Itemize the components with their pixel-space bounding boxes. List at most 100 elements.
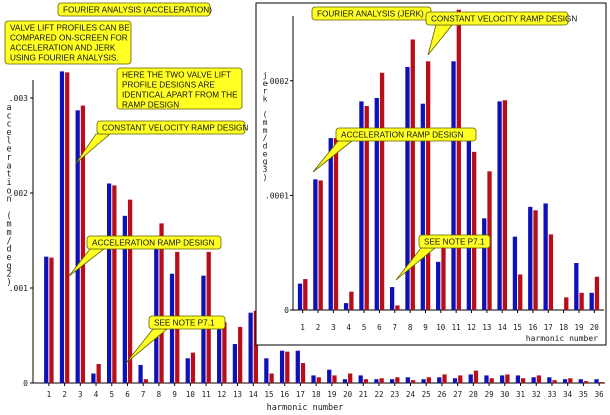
x-tick-label: 20 — [343, 390, 353, 399]
bar-cvr-h3 — [75, 110, 80, 383]
bar-cvr-h15 — [264, 358, 269, 383]
bar-acc-h7 — [143, 379, 148, 383]
inset-x-tick-label: 6 — [377, 323, 382, 332]
bar-cvr-h20 — [342, 379, 348, 383]
see-main-note-line: SEE NOTE P7.1 — [154, 319, 215, 328]
bar-acc-h28 — [473, 370, 479, 383]
inset-bar-acc-h19 — [579, 292, 584, 310]
x-tick-label: 29 — [485, 390, 494, 399]
acc-main-note-box — [86, 235, 222, 250]
inset-bar-cvr-h10 — [436, 261, 441, 310]
inset-bar-acc-h2 — [318, 180, 323, 310]
x-tick-label: 8 — [157, 390, 162, 399]
inset-bar-acc-h1 — [303, 279, 308, 310]
bar-acc-h5 — [112, 185, 117, 383]
see-main-note-box — [148, 315, 226, 330]
inset-x-tick-label: 18 — [559, 323, 569, 332]
inset-frame — [255, 2, 607, 346]
x-tick-label: 18 — [312, 390, 322, 399]
x-tick-label: 27 — [453, 390, 462, 399]
inset-bar-acc-h14 — [502, 100, 508, 310]
x-tick-label: 35 — [579, 390, 588, 399]
inset-bar-acc-h10 — [441, 237, 446, 310]
bar-acc-h6 — [127, 199, 133, 383]
inset-x-tick-label: 3 — [331, 323, 336, 332]
x-tick-label: 31 — [516, 390, 525, 399]
x-tick-label: 17 — [296, 390, 305, 399]
x-tick-label: 25 — [422, 390, 431, 399]
bar-cvr-h31 — [515, 375, 521, 383]
inset-bar-cvr-h13 — [482, 218, 487, 310]
inset-bar-acc-h5 — [364, 105, 369, 310]
acc-main-note-pointer — [68, 248, 106, 277]
x-tick-label: 26 — [437, 390, 447, 399]
bar-cvr-h6 — [122, 215, 127, 383]
inset-bar-acc-h6 — [379, 72, 385, 310]
inset-x-tick-label: 9 — [423, 323, 428, 332]
bar-acc-h24 — [410, 380, 416, 383]
x-tick-label: 15 — [264, 390, 273, 399]
x-tick-label: 7 — [141, 390, 146, 399]
bar-cvr-h29 — [484, 375, 489, 383]
bar-acc-h3 — [80, 105, 86, 383]
inset-bar-cvr-h5 — [359, 101, 364, 311]
cvr-main-note-box — [96, 120, 246, 135]
inset-bar-acc-h12 — [472, 151, 477, 310]
x-tick-label: 13 — [233, 390, 242, 399]
inset-bar-acc-h4 — [349, 291, 354, 310]
acc-inset-note-line: ACCELERATION RAMP DESIGN — [341, 131, 464, 140]
see-inset-note: SEE NOTE P7.1 — [395, 234, 491, 281]
inset-x-tick-label: 1 — [300, 323, 305, 332]
bar-acc-h30 — [505, 374, 510, 383]
identical-note-line: IDENTICAL APART FROM THE — [122, 91, 238, 100]
inset-bar-cvr-h6 — [374, 97, 379, 310]
bar-acc-h32 — [536, 375, 541, 383]
bar-acc-h22 — [379, 378, 384, 383]
x-tick-label: 30 — [500, 390, 510, 399]
inset-y-tick-label: .0001 — [265, 191, 289, 200]
inset-bar-cvr-h14 — [497, 101, 502, 311]
inset-x-tick-label: 10 — [436, 323, 446, 332]
x-tick-label: 22 — [375, 390, 384, 399]
x-tick-label: 16 — [280, 390, 290, 399]
inset-bar-acc-h11 — [456, 9, 461, 310]
bar-acc-h21 — [363, 379, 369, 383]
inset-x-tick-label: 19 — [574, 323, 583, 332]
main-title-note-box — [57, 2, 211, 17]
x-tick-label: 2 — [62, 390, 67, 399]
acc-main-note-line: ACCELERATION RAMP DESIGN — [92, 239, 215, 248]
inset-bar-cvr-h19 — [574, 263, 579, 310]
bar-acc-h35 — [583, 381, 589, 383]
inset-x-tick-label: 14 — [498, 323, 508, 332]
bar-cvr-h23 — [390, 379, 395, 383]
inset-bar-acc-h18 — [564, 297, 569, 310]
bar-cvr-h19 — [327, 369, 332, 383]
cvr-main-note-line: CONSTANT VELOCITY RAMP DESIGN — [102, 124, 248, 133]
bar-cvr-h28 — [468, 374, 473, 383]
bar-acc-h13 — [238, 326, 243, 383]
y-tick-label: .002 — [9, 189, 28, 198]
bar-cvr-h8 — [154, 242, 159, 383]
bar-cvr-h27 — [452, 378, 458, 383]
see-inset-note-line: SEE NOTE P7.1 — [424, 238, 485, 247]
inset-bar-cvr-h15 — [512, 236, 518, 310]
inset-bar-cvr-h4 — [343, 303, 349, 310]
cvr-inset-note-box — [425, 11, 569, 26]
inset-x-axis-label: harmonic number — [526, 334, 598, 343]
inset-bar-acc-h15 — [518, 274, 523, 310]
bar-cvr-h5 — [107, 183, 112, 383]
inset-bar-cvr-h17 — [543, 203, 548, 310]
bar-cvr-h1 — [44, 256, 49, 383]
intro-note-line: ACCELERATION AND JERK — [10, 44, 116, 53]
inset-y-tick-label: 0 — [284, 306, 289, 315]
x-tick-label: 24 — [406, 390, 416, 399]
y-tick-label: .001 — [9, 284, 28, 293]
bar-acc-h27 — [458, 375, 463, 383]
identical-note-line: HERE THE TWO VALVE LIFT — [122, 71, 231, 80]
inset-bar-cvr-h9 — [420, 103, 425, 310]
bar-cvr-h7 — [138, 364, 143, 383]
